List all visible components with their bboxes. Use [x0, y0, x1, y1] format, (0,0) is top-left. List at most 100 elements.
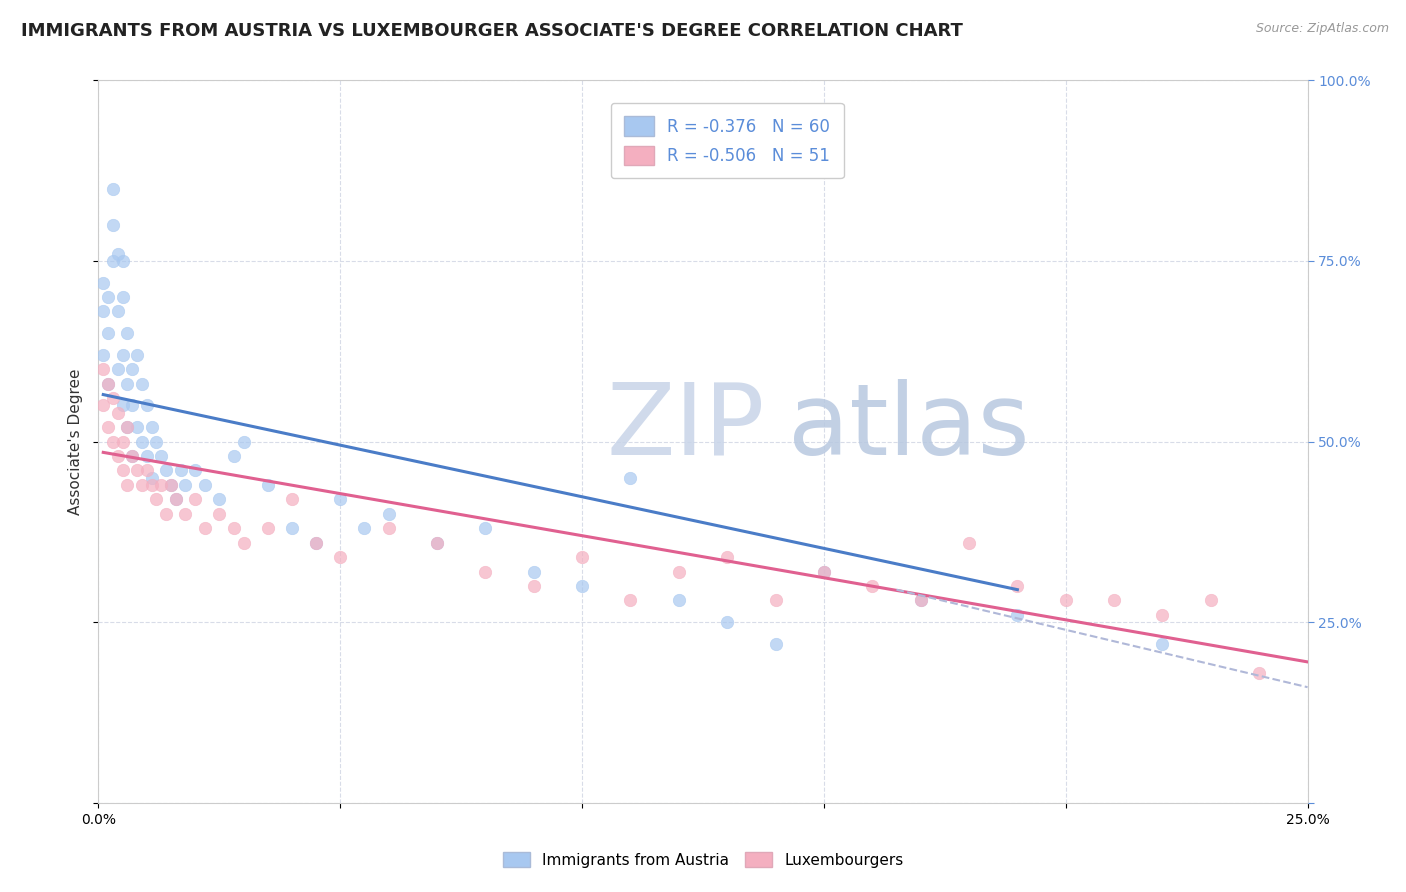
Point — [194, 478, 217, 492]
Point — [121, 449, 143, 463]
Point — [1054, 593, 1077, 607]
Point — [135, 398, 157, 412]
Point — [1007, 607, 1029, 622]
Point — [127, 463, 149, 477]
Point — [813, 565, 835, 579]
Point — [117, 420, 139, 434]
Point — [107, 449, 129, 463]
Point — [111, 463, 134, 477]
Point — [117, 478, 139, 492]
Point — [121, 398, 143, 412]
Point — [101, 182, 124, 196]
Point — [141, 470, 163, 484]
Point — [426, 535, 449, 549]
Point — [1152, 637, 1174, 651]
Point — [1007, 579, 1029, 593]
Point — [97, 290, 120, 304]
Text: IMMIGRANTS FROM AUSTRIA VS LUXEMBOURGER ASSOCIATE'S DEGREE CORRELATION CHART: IMMIGRANTS FROM AUSTRIA VS LUXEMBOURGER … — [21, 22, 963, 40]
Point — [523, 579, 546, 593]
Point — [184, 463, 207, 477]
Point — [160, 478, 183, 492]
Point — [716, 615, 738, 630]
Point — [117, 326, 139, 340]
Point — [523, 565, 546, 579]
Point — [232, 535, 254, 549]
Point — [111, 290, 134, 304]
Point — [101, 253, 124, 268]
Point — [668, 593, 690, 607]
Point — [111, 434, 134, 449]
Point — [1199, 593, 1222, 607]
Point — [111, 348, 134, 362]
Point — [1152, 607, 1174, 622]
Point — [353, 521, 375, 535]
Point — [141, 478, 163, 492]
Point — [169, 463, 191, 477]
Point — [107, 304, 129, 318]
Point — [256, 478, 278, 492]
Y-axis label: Associate's Degree: Associate's Degree — [67, 368, 83, 515]
Point — [117, 420, 139, 434]
Point — [91, 304, 114, 318]
Point — [111, 253, 134, 268]
Point — [813, 565, 835, 579]
Text: ZIP: ZIP — [606, 378, 765, 475]
Point — [1102, 593, 1125, 607]
Point — [174, 507, 197, 521]
Point — [131, 478, 153, 492]
Point — [765, 593, 787, 607]
Point — [111, 398, 134, 412]
Point — [208, 492, 231, 507]
Point — [117, 376, 139, 391]
Point — [135, 449, 157, 463]
Point — [208, 507, 231, 521]
Point — [155, 463, 177, 477]
Point — [474, 521, 496, 535]
Point — [619, 470, 641, 484]
Legend: R = -0.376   N = 60, R = -0.506   N = 51: R = -0.376 N = 60, R = -0.506 N = 51 — [610, 103, 844, 178]
Point — [97, 376, 120, 391]
Point — [571, 579, 593, 593]
Text: atlas: atlas — [787, 378, 1029, 475]
Point — [127, 348, 149, 362]
Point — [716, 550, 738, 565]
Point — [184, 492, 207, 507]
Point — [765, 637, 787, 651]
Point — [426, 535, 449, 549]
Point — [127, 420, 149, 434]
Point — [174, 478, 197, 492]
Point — [97, 326, 120, 340]
Point — [91, 348, 114, 362]
Point — [910, 593, 932, 607]
Point — [165, 492, 187, 507]
Point — [619, 593, 641, 607]
Point — [155, 507, 177, 521]
Point — [97, 376, 120, 391]
Point — [957, 535, 980, 549]
Point — [910, 593, 932, 607]
Point — [91, 362, 114, 376]
Point — [305, 535, 328, 549]
Point — [329, 550, 352, 565]
Point — [305, 535, 328, 549]
Point — [107, 246, 129, 260]
Legend: Immigrants from Austria, Luxembourgers: Immigrants from Austria, Luxembourgers — [495, 844, 911, 875]
Point — [377, 507, 399, 521]
Point — [1249, 665, 1271, 680]
Text: Source: ZipAtlas.com: Source: ZipAtlas.com — [1256, 22, 1389, 36]
Point — [150, 478, 173, 492]
Point — [329, 492, 352, 507]
Point — [194, 521, 217, 535]
Point — [160, 478, 183, 492]
Point — [121, 449, 143, 463]
Point — [91, 276, 114, 290]
Point — [150, 449, 173, 463]
Point — [121, 362, 143, 376]
Point — [256, 521, 278, 535]
Point — [101, 391, 124, 405]
Point — [860, 579, 883, 593]
Point — [571, 550, 593, 565]
Point — [281, 521, 304, 535]
Point — [107, 362, 129, 376]
Point — [222, 449, 245, 463]
